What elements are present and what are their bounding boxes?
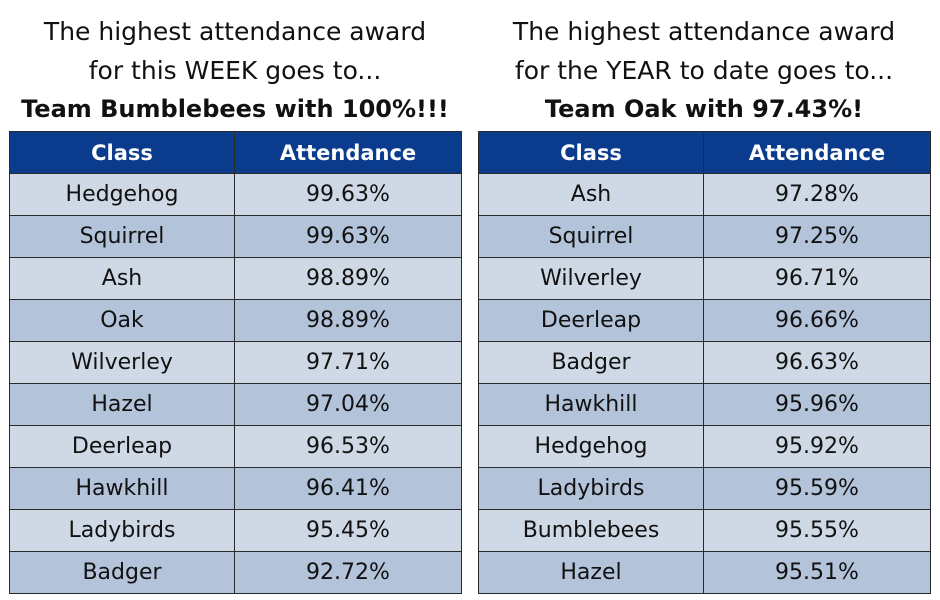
table-row: Oak 98.89% bbox=[9, 299, 462, 342]
class-cell: Hawkhill bbox=[478, 383, 704, 426]
class-cell: Ladybirds bbox=[478, 467, 704, 510]
attendance-cell: 96.53% bbox=[234, 425, 462, 468]
weekly-attendance-table: Class Attendance Hedgehog 99.63% Squirre… bbox=[9, 131, 462, 594]
weekly-award-winner: Team Bumblebees with 100%!!! bbox=[21, 95, 449, 123]
attendance-cell: 98.89% bbox=[234, 257, 462, 300]
attendance-cell: 92.72% bbox=[234, 551, 462, 594]
table-row: Bumblebees 95.55% bbox=[478, 509, 931, 552]
attendance-cell: 99.63% bbox=[234, 215, 462, 258]
table-row: Squirrel 99.63% bbox=[9, 215, 462, 258]
yearly-award-winner: Team Oak with 97.43%! bbox=[544, 95, 864, 123]
weekly-award-title: The highest attendance award bbox=[43, 17, 427, 46]
table-row: Wilverley 96.71% bbox=[478, 257, 931, 300]
yearly-award-heading: The highest attendance award for the YEA… bbox=[478, 0, 930, 130]
class-cell: Wilverley bbox=[478, 257, 704, 300]
attendance-cell: 95.55% bbox=[703, 509, 931, 552]
table-row: Deerleap 96.66% bbox=[478, 299, 931, 342]
class-cell: Ash bbox=[478, 173, 704, 216]
class-cell: Deerleap bbox=[478, 299, 704, 342]
table-row: Hawkhill 96.41% bbox=[9, 467, 462, 510]
yearly-award-panel: The highest attendance award for the YEA… bbox=[478, 0, 931, 594]
attendance-cell: 99.63% bbox=[234, 173, 462, 216]
attendance-cell: 95.45% bbox=[234, 509, 462, 552]
yearly-attendance-table: Class Attendance Ash 97.28% Squirrel 97.… bbox=[478, 131, 931, 594]
column-header-attendance: Attendance bbox=[234, 131, 462, 174]
table-header-row: Class Attendance bbox=[478, 131, 931, 174]
class-cell: Wilverley bbox=[9, 341, 235, 384]
attendance-cell: 96.66% bbox=[703, 299, 931, 342]
attendance-cell: 95.51% bbox=[703, 551, 931, 594]
yearly-award-subtitle: for the YEAR to date goes to... bbox=[514, 56, 894, 85]
attendance-cell: 95.92% bbox=[703, 425, 931, 468]
attendance-cell: 96.41% bbox=[234, 467, 462, 510]
class-cell: Deerleap bbox=[9, 425, 235, 468]
weekly-award-heading: The highest attendance award for this WE… bbox=[9, 0, 461, 130]
class-cell: Bumblebees bbox=[478, 509, 704, 552]
attendance-cell: 98.89% bbox=[234, 299, 462, 342]
class-cell: Ash bbox=[9, 257, 235, 300]
table-row: Deerleap 96.53% bbox=[9, 425, 462, 468]
class-cell: Hazel bbox=[478, 551, 704, 594]
column-header-class: Class bbox=[478, 131, 704, 174]
class-cell: Hazel bbox=[9, 383, 235, 426]
table-row: Hawkhill 95.96% bbox=[478, 383, 931, 426]
class-cell: Ladybirds bbox=[9, 509, 235, 552]
column-header-class: Class bbox=[9, 131, 235, 174]
attendance-cell: 97.25% bbox=[703, 215, 931, 258]
weekly-award-panel: The highest attendance award for this WE… bbox=[9, 0, 462, 594]
class-cell: Oak bbox=[9, 299, 235, 342]
table-row: Ladybirds 95.45% bbox=[9, 509, 462, 552]
table-row: Squirrel 97.25% bbox=[478, 215, 931, 258]
table-row: Hedgehog 99.63% bbox=[9, 173, 462, 216]
attendance-cell: 97.04% bbox=[234, 383, 462, 426]
attendance-cell: 96.63% bbox=[703, 341, 931, 384]
table-row: Hazel 97.04% bbox=[9, 383, 462, 426]
table-header-row: Class Attendance bbox=[9, 131, 462, 174]
weekly-award-subtitle: for this WEEK goes to... bbox=[88, 56, 382, 85]
table-row: Ladybirds 95.59% bbox=[478, 467, 931, 510]
class-cell: Hedgehog bbox=[478, 425, 704, 468]
table-row: Ash 98.89% bbox=[9, 257, 462, 300]
table-row: Wilverley 97.71% bbox=[9, 341, 462, 384]
table-row: Badger 92.72% bbox=[9, 551, 462, 594]
attendance-cell: 95.96% bbox=[703, 383, 931, 426]
table-row: Ash 97.28% bbox=[478, 173, 931, 216]
class-cell: Badger bbox=[478, 341, 704, 384]
table-row: Hazel 95.51% bbox=[478, 551, 931, 594]
class-cell: Badger bbox=[9, 551, 235, 594]
class-cell: Hawkhill bbox=[9, 467, 235, 510]
class-cell: Hedgehog bbox=[9, 173, 235, 216]
table-row: Hedgehog 95.92% bbox=[478, 425, 931, 468]
attendance-cell: 97.71% bbox=[234, 341, 462, 384]
yearly-award-title: The highest attendance award bbox=[512, 17, 896, 46]
column-header-attendance: Attendance bbox=[703, 131, 931, 174]
class-cell: Squirrel bbox=[478, 215, 704, 258]
attendance-cell: 96.71% bbox=[703, 257, 931, 300]
attendance-cell: 95.59% bbox=[703, 467, 931, 510]
class-cell: Squirrel bbox=[9, 215, 235, 258]
attendance-cell: 97.28% bbox=[703, 173, 931, 216]
table-row: Badger 96.63% bbox=[478, 341, 931, 384]
